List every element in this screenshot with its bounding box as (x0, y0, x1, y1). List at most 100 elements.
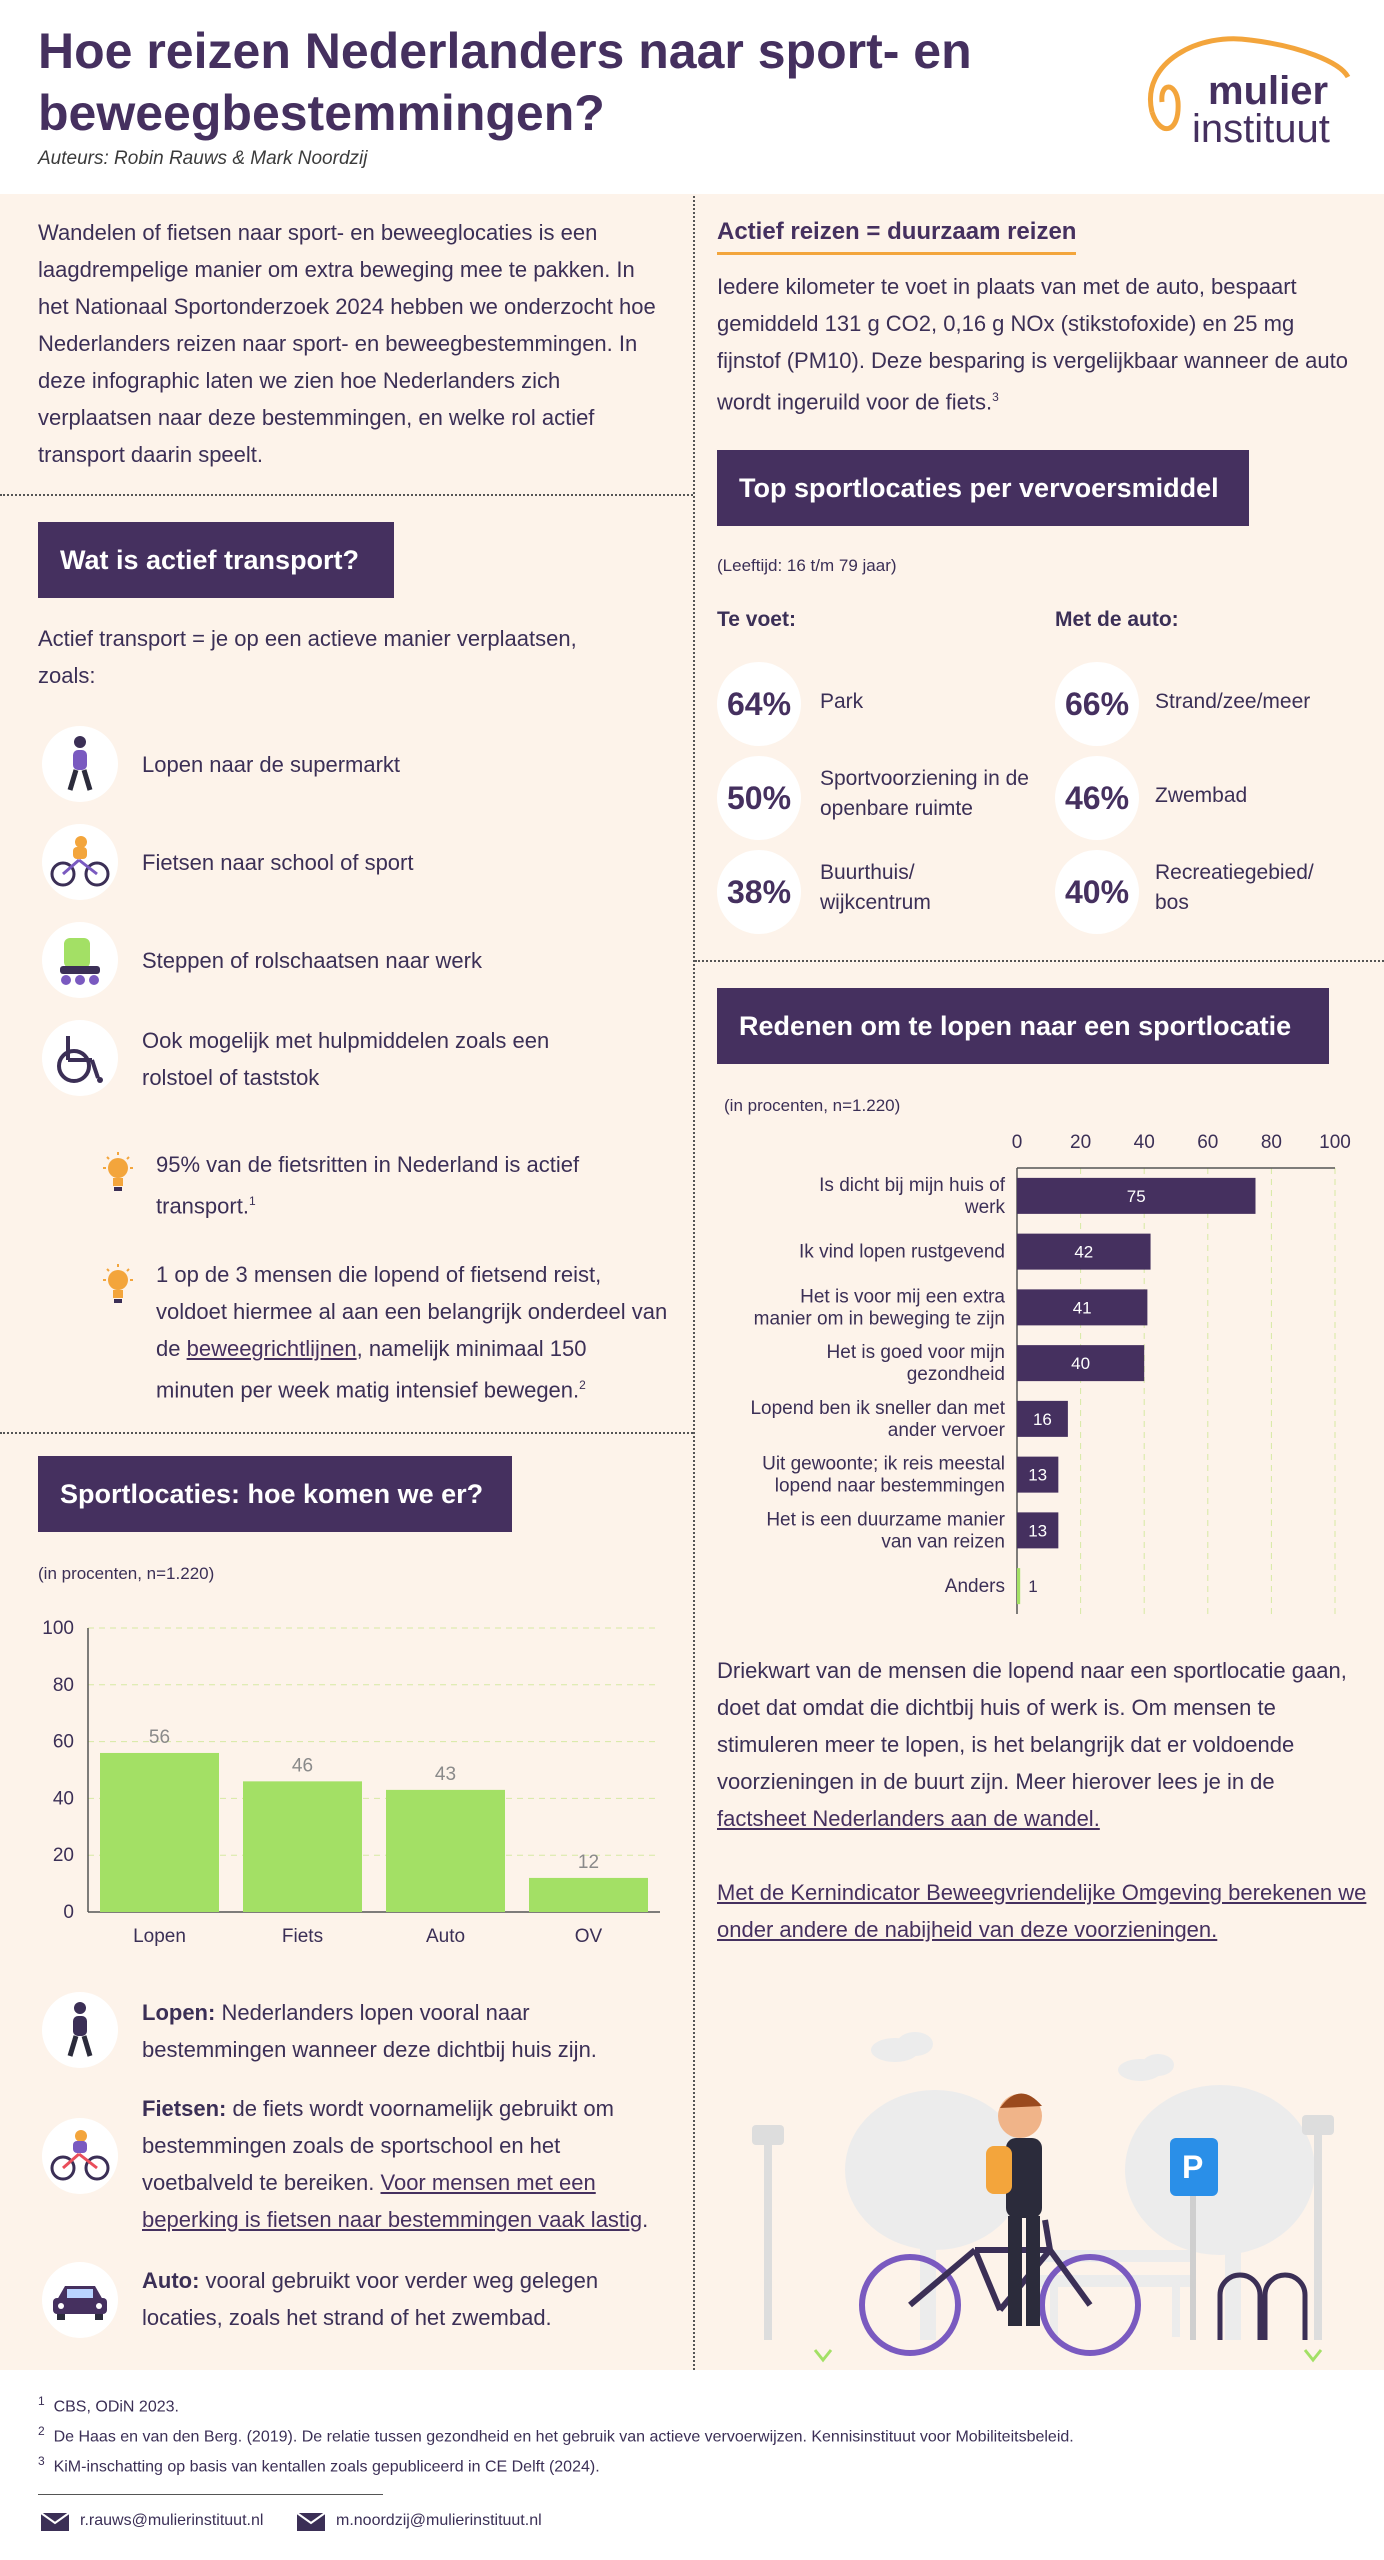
bar (243, 1781, 362, 1912)
y-tick-label: 0 (63, 1902, 74, 1923)
percentage-circle: 64% (717, 662, 801, 746)
divider (695, 960, 1384, 962)
factsheet-link[interactable]: factsheet Nederlanders aan de wandel. (717, 1806, 1100, 1831)
data-label: 1 (1028, 1577, 1037, 1596)
location-label: Strand/zee/meer (1155, 690, 1311, 713)
definition-text: Actief transport = je op een actieve man… (38, 626, 577, 688)
data-label: 56 (149, 1727, 170, 1748)
bar (529, 1877, 648, 1912)
logo-text-mulier: mulier (1208, 69, 1328, 113)
header (0, 0, 1384, 194)
section-heading-active-transport: Wat is actief transport? (38, 522, 394, 598)
section-heading-sportlocaties: Sportlocaties: hoe komen we er? (38, 1456, 512, 1532)
y-tick-label: 20 (53, 1845, 74, 1866)
column-title-car: Met de auto: (1055, 608, 1179, 631)
data-label: 12 (578, 1852, 599, 1873)
data-label: 16 (1033, 1410, 1052, 1429)
vertical-divider (693, 196, 695, 2370)
age-note: (Leeftijd: 16 t/m 79 jaar) (717, 556, 897, 575)
percentage-circle: 46% (1055, 756, 1139, 840)
data-label: 42 (1074, 1243, 1093, 1262)
y-tick-label: Anders (945, 1576, 1005, 1597)
x-tick-label: 80 (1261, 1132, 1282, 1153)
y-tick-label: Lopend ben ik sneller dan met ander vervo… (750, 1398, 1005, 1441)
active-item-label: Steppen of rolschaatsen naar werk (142, 948, 482, 973)
email-link-noordzij[interactable]: m.noordzij@mulierinstituut.nl (336, 2512, 542, 2529)
beweegrichtlijnen-link[interactable]: beweegrichtlijnen (186, 1336, 357, 1361)
email-link-rauws[interactable]: r.rauws@mulierinstituut.nl (80, 2512, 264, 2529)
mode-description-walking: Lopen: Nederlanders lopen vooral naar be… (142, 2000, 597, 2062)
chart-note: (in procenten, n=1.220) (724, 1096, 901, 1115)
percentage-circle: 38% (717, 850, 801, 934)
x-tick-label: 40 (1134, 1132, 1155, 1153)
bar (1017, 1456, 1059, 1493)
x-tick-label: 20 (1070, 1132, 1091, 1153)
cyclist-illustration: P (752, 2032, 1334, 2363)
cyclist-icon (42, 824, 118, 900)
data-label: 46 (292, 1755, 313, 1776)
x-tick-label: OV (575, 1926, 603, 1947)
y-tick-label: 100 (42, 1618, 74, 1639)
y-tick-label: 40 (53, 1788, 74, 1809)
bar (100, 1752, 219, 1912)
location-label: Sportvoorziening in de openbare ruimte (820, 767, 1029, 820)
divider (0, 494, 693, 496)
active-item-label: Fietsen naar school of sport (142, 850, 414, 875)
column-title-walking: Te voet: (717, 608, 796, 631)
reasons-conclusion: Driekwart van de mensen die lopend naar … (717, 1658, 1347, 1831)
kernindicator-paragraph: Met de Kernindicator Beweegvriendelijke … (717, 1874, 1377, 1948)
cyclist-icon (42, 2118, 118, 2194)
x-tick-label: Auto (426, 1926, 465, 1947)
walking-person-icon (42, 1992, 118, 2068)
footnote-1: 1 CBS, ODiN 2023. (38, 2394, 179, 2416)
bar (1017, 1177, 1256, 1214)
location-label: Recreatiegebied/ bos (1155, 861, 1314, 914)
active-item-label: Ook mogelijk met hulpmiddelen zoals een … (142, 1028, 550, 1090)
section-heading-reasons: Redenen om te lopen naar een sportlocati… (717, 988, 1329, 1064)
bar (1017, 1512, 1059, 1549)
data-label: 40 (1071, 1354, 1090, 1373)
footer (0, 2370, 1384, 2560)
heading-text: Redenen om te lopen naar een sportlocati… (739, 1010, 1292, 1041)
data-label: 13 (1028, 1466, 1047, 1485)
heading-text: Wat is actief transport? (60, 544, 360, 575)
y-tick-label: Het is voor mij een extra manier om in be… (754, 1286, 1006, 1329)
y-tick-label: Het is goed voor mijn gezondheid (827, 1342, 1005, 1385)
percentage-circle: 66% (1055, 662, 1139, 746)
x-tick-label: Fiets (282, 1926, 323, 1947)
authors: Auteurs: Robin Rauws & Mark Noordzij (38, 148, 368, 169)
section-heading-top-locations: Top sportlocaties per vervoersmiddel (717, 450, 1249, 526)
data-label: 13 (1028, 1521, 1047, 1540)
heading-text: Sportlocaties: hoe komen we er? (60, 1478, 484, 1509)
chart-note: (in procenten, n=1.220) (38, 1564, 215, 1583)
data-label: 43 (435, 1764, 456, 1785)
percentage-circle: 40% (1055, 850, 1139, 934)
mulier-logo: mulier instituut (1140, 22, 1360, 152)
bar (1017, 1400, 1068, 1437)
heading-text: Top sportlocaties per vervoersmiddel (739, 472, 1219, 503)
percentage-circle: 50% (717, 756, 801, 840)
wheelchair-icon (42, 1020, 118, 1096)
mode-description-cycling: Fietsen: de fiets wordt voornamelijk geb… (142, 2096, 649, 2232)
y-tick-label: Ik vind lopen rustgevend (799, 1242, 1005, 1263)
section-heading-duurzaam: Actief reizen = duurzaam reizen (717, 218, 1077, 255)
data-label: 41 (1073, 1298, 1092, 1317)
location-label: Buurthuis/ wijkcentrum (820, 861, 931, 914)
beperking-link[interactable]: Voor mensen met een beperking is fietsen… (142, 2170, 643, 2232)
envelope-icon (296, 2512, 326, 2537)
x-tick-label: 100 (1319, 1132, 1351, 1153)
y-tick-label: 60 (53, 1732, 74, 1753)
rollerskate-icon (42, 922, 118, 998)
bar (1017, 1568, 1021, 1605)
x-tick-label: Lopen (133, 1926, 186, 1947)
x-tick-label: 0 (1012, 1132, 1023, 1153)
walking-person-icon (42, 726, 118, 802)
kernindicator-link[interactable]: Met de Kernindicator Beweegvriendelijke … (717, 1880, 1367, 1942)
intro-text: Wandelen of fietsen naar sport- en bewee… (38, 220, 656, 467)
lightbulb-icon (100, 1262, 136, 1311)
bar (1017, 1345, 1145, 1382)
transport-mode-bar-chart: 0 20 40 60 80 100 56 Lopen 46 Fiets 43 Auto 12 OV (42, 1618, 660, 1947)
y-tick-label: 80 (53, 1675, 74, 1696)
location-label: Park (820, 690, 864, 713)
y-tick-label: Is dicht bij mijn huis of werk (819, 1175, 1006, 1218)
